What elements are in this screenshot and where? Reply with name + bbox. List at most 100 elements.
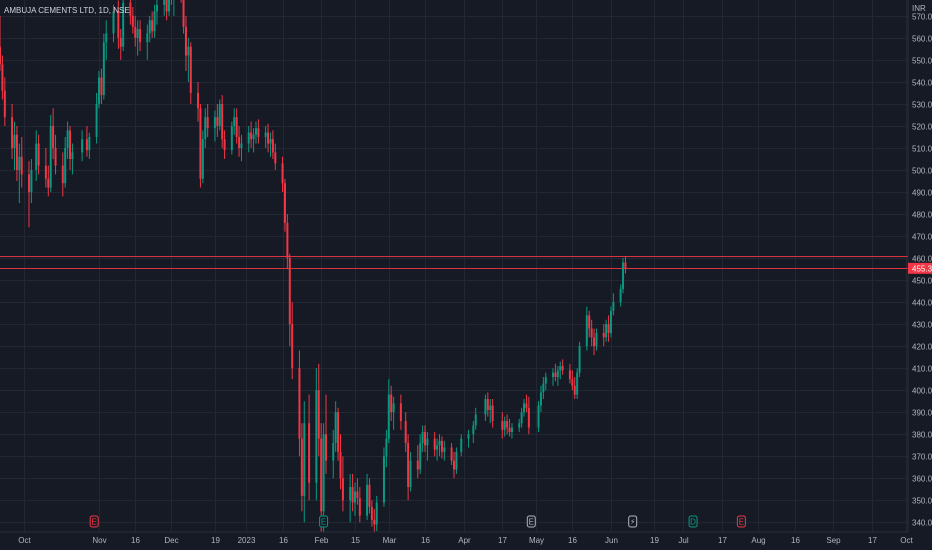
candle-up[interactable] xyxy=(472,421,475,444)
candle-down[interactable] xyxy=(221,95,224,148)
candle-up[interactable] xyxy=(13,121,16,170)
candle-down[interactable] xyxy=(250,121,253,148)
candle-down[interactable] xyxy=(602,324,605,347)
candle-up[interactable] xyxy=(66,121,69,159)
candle-down[interactable] xyxy=(554,363,557,382)
candle-up[interactable] xyxy=(438,434,441,457)
candle-down[interactable] xyxy=(588,310,591,338)
candle-up[interactable] xyxy=(467,429,470,448)
candle-up[interactable] xyxy=(213,110,216,142)
candle-down[interactable] xyxy=(134,15,137,47)
candle-up[interactable] xyxy=(334,401,337,452)
candle-down[interactable] xyxy=(337,407,340,461)
candle-down[interactable] xyxy=(27,161,30,228)
candle-down[interactable] xyxy=(216,103,219,137)
candle-down[interactable] xyxy=(298,350,301,457)
candle-up[interactable] xyxy=(168,0,171,16)
candle-down[interactable] xyxy=(47,165,50,197)
candle-down[interactable] xyxy=(1,55,4,100)
candle-down[interactable] xyxy=(571,370,574,391)
candle-down[interactable] xyxy=(257,119,260,144)
candle-down[interactable] xyxy=(491,399,494,428)
candle-down[interactable] xyxy=(416,445,419,479)
candle-down[interactable] xyxy=(54,134,57,175)
candles[interactable] xyxy=(0,0,627,534)
event-marker[interactable]: E xyxy=(89,515,99,528)
candle-down[interactable] xyxy=(44,147,47,188)
candle-up[interactable] xyxy=(254,121,257,144)
event-marker[interactable]: E xyxy=(319,515,329,528)
candle-up[interactable] xyxy=(585,306,588,351)
candle-up[interactable] xyxy=(332,429,335,479)
candle-up[interactable] xyxy=(556,365,559,386)
candle-down[interactable] xyxy=(0,15,1,71)
candle-down[interactable] xyxy=(356,478,359,505)
candle-up[interactable] xyxy=(619,284,622,307)
candle-down[interactable] xyxy=(281,156,284,193)
candle-down[interactable] xyxy=(404,412,407,452)
candle-up[interactable] xyxy=(559,361,562,380)
candle-up[interactable] xyxy=(537,401,540,433)
candle-up[interactable] xyxy=(64,136,67,188)
candle-up[interactable] xyxy=(544,372,547,391)
candle-up[interactable] xyxy=(102,33,105,100)
candle-up[interactable] xyxy=(153,4,156,38)
candle-up[interactable] xyxy=(576,368,579,399)
candle-up[interactable] xyxy=(233,108,236,135)
candle-up[interactable] xyxy=(136,20,139,56)
candle-down[interactable] xyxy=(267,123,270,153)
candle-up[interactable] xyxy=(105,20,108,60)
candle-down[interactable] xyxy=(339,434,342,490)
candle-down[interactable] xyxy=(20,136,23,188)
candle-up[interactable] xyxy=(173,0,175,16)
candle-up[interactable] xyxy=(252,128,255,153)
candle-down[interactable] xyxy=(15,125,18,182)
candle-up[interactable] xyxy=(187,37,190,82)
candle-down[interactable] xyxy=(501,412,504,439)
candle-down[interactable] xyxy=(206,103,209,137)
candle-down[interactable] xyxy=(291,302,294,380)
candle-up[interactable] xyxy=(474,407,477,430)
candle-up[interactable] xyxy=(240,134,243,162)
candle-down[interactable] xyxy=(568,363,571,384)
candle-down[interactable] xyxy=(223,130,226,159)
candle-up[interactable] xyxy=(489,399,492,424)
candle-up[interactable] xyxy=(218,99,221,131)
event-marker[interactable]: E xyxy=(736,515,746,528)
candle-up[interactable] xyxy=(155,0,158,25)
candle-up[interactable] xyxy=(552,368,555,386)
candle-down[interactable] xyxy=(151,11,154,38)
candle-up[interactable] xyxy=(18,143,21,204)
candle-down[interactable] xyxy=(390,385,393,422)
candle-up[interactable] xyxy=(542,376,545,399)
candle-up[interactable] xyxy=(523,399,526,417)
candle-up[interactable] xyxy=(30,158,33,204)
candle-up[interactable] xyxy=(35,130,38,182)
candle-up[interactable] xyxy=(609,306,612,338)
candle-down[interactable] xyxy=(238,125,241,157)
event-marker[interactable]: D xyxy=(688,515,698,528)
candle-up[interactable] xyxy=(230,121,233,155)
candle-down[interactable] xyxy=(486,392,489,417)
candle-down[interactable] xyxy=(61,152,64,197)
candle-down[interactable] xyxy=(165,0,168,21)
candle-down[interactable] xyxy=(593,328,596,355)
candle-up[interactable] xyxy=(349,473,352,523)
candle-up[interactable] xyxy=(409,451,412,492)
candle-down[interactable] xyxy=(561,359,564,375)
event-marker[interactable]: E xyxy=(526,515,536,528)
candle-down[interactable] xyxy=(407,434,410,501)
candle-down[interactable] xyxy=(274,143,277,170)
candle-up[interactable] xyxy=(81,130,84,162)
candle-up[interactable] xyxy=(595,328,598,351)
candle-down[interactable] xyxy=(368,478,371,514)
candle-up[interactable] xyxy=(460,434,463,457)
candle-down[interactable] xyxy=(131,7,134,34)
candle-up[interactable] xyxy=(112,4,115,43)
candle-up[interactable] xyxy=(385,429,388,468)
candle-down[interactable] xyxy=(590,319,593,347)
candle-up[interactable] xyxy=(88,132,91,159)
candle-down[interactable] xyxy=(373,509,376,534)
candle-up[interactable] xyxy=(247,125,250,153)
candle-up[interactable] xyxy=(612,293,615,316)
